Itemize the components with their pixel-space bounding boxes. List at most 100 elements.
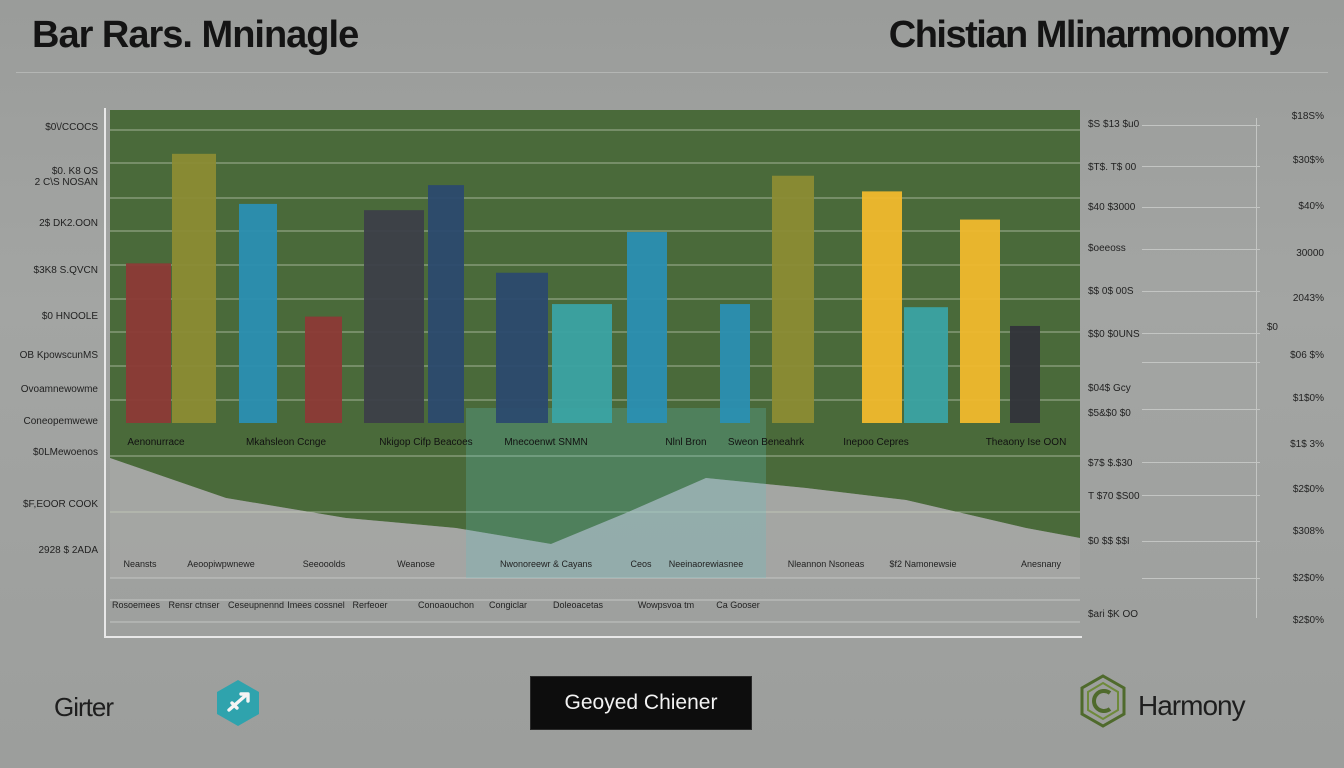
bar-olive bbox=[772, 175, 814, 423]
bar-dark_slate bbox=[364, 210, 424, 423]
left-axis-tick: OB KpowscunMS bbox=[19, 350, 98, 361]
bar-blue bbox=[239, 203, 277, 423]
right-axis-tick: $40% bbox=[1298, 201, 1324, 212]
right-axis-tick: $ari $K OO bbox=[1088, 609, 1139, 620]
footer-left-label: Girter bbox=[54, 692, 114, 722]
chart-title-right: Chistian Mlinarmonomy bbox=[888, 14, 1290, 56]
secondary-label: Neansts bbox=[123, 559, 157, 569]
bar-charcoal bbox=[1010, 325, 1040, 423]
secondary-label: Ceos bbox=[630, 559, 652, 569]
right-axis-tick: $oeeoss bbox=[1088, 243, 1126, 254]
tertiary-label: Rensr ctnser bbox=[168, 600, 219, 610]
bar-yellow bbox=[960, 219, 1000, 423]
left-axis-tick: $0LMewoenos bbox=[32, 447, 98, 458]
bar-yellow bbox=[862, 191, 902, 423]
bar-blue bbox=[627, 232, 667, 423]
right-axis-tick: $2$0% bbox=[1292, 615, 1324, 626]
right-axis-tick: $2$0% bbox=[1292, 573, 1324, 584]
right-axis-tick: $06 $% bbox=[1290, 350, 1324, 361]
right-axis-tick: $04$ Gcy bbox=[1088, 383, 1131, 394]
hexagon-tool-icon[interactable] bbox=[214, 678, 262, 728]
right-grid-line bbox=[1142, 578, 1260, 579]
left-axis-tick: 2$ DK2.OON bbox=[39, 218, 98, 229]
tertiary-label: Congiclar bbox=[489, 600, 527, 610]
bar-navy bbox=[496, 272, 548, 423]
right-grid-line bbox=[1142, 362, 1260, 363]
tertiary-label: Rosoemees bbox=[112, 600, 161, 610]
secondary-label: Neeinaorewiasnee bbox=[669, 559, 744, 569]
bar-blue bbox=[720, 304, 750, 423]
right-axis-tick: $0 bbox=[1266, 322, 1278, 333]
right-grid-line bbox=[1142, 333, 1260, 334]
left-axis-tick: $0. K8 OS bbox=[51, 166, 98, 177]
right-grid-line bbox=[1142, 291, 1260, 292]
secondary-label: Weanose bbox=[397, 559, 435, 569]
right-axis-tick: $1$ 3% bbox=[1290, 439, 1324, 450]
tertiary-label: Wowpsvoa tm bbox=[638, 600, 694, 610]
x-axis-label: Nkigop Cifp Beacoes bbox=[379, 437, 472, 448]
highlight-wash bbox=[466, 408, 766, 578]
left-axis-tick: Ovoamnewowme bbox=[20, 384, 98, 395]
bar-teal bbox=[904, 307, 948, 423]
x-axis-label: Inepoo Cepres bbox=[843, 437, 909, 448]
primary-action-button[interactable]: Geoyed Chiener bbox=[530, 676, 752, 730]
secondary-label: Aeoopiwpwnewe bbox=[187, 559, 255, 569]
right-grid-line bbox=[1142, 249, 1260, 250]
header-divider bbox=[16, 72, 1328, 73]
chart-frame: Aenonurrace Mkahsleon Ccnge Nkigop Cifp Be… bbox=[104, 108, 1082, 638]
secondary-label: Seeooolds bbox=[303, 559, 346, 569]
right-axis-tick: $2$0% bbox=[1292, 484, 1324, 495]
x-axis-label: Sweon Beneahrk bbox=[728, 437, 805, 448]
left-axis-tick: $0 HNOOLE bbox=[41, 311, 98, 322]
tertiary-label: Rerfeoer bbox=[352, 600, 387, 610]
right-axis-tick: $$0 $0UNS bbox=[1088, 329, 1140, 340]
left-axis-tick: 2 C\S NOSAN bbox=[34, 177, 98, 188]
right-axis-tick: $$ 0$ 00S bbox=[1088, 286, 1134, 297]
right-axis-tick: $S $13 $u0 bbox=[1088, 119, 1140, 130]
bar-red bbox=[305, 316, 342, 423]
secondary-label: Anesnany bbox=[1021, 559, 1062, 569]
right-axis-tick: $5&$0 $0 bbox=[1088, 408, 1131, 419]
tertiary-label: Ceseupnennd bbox=[228, 600, 284, 610]
x-axis-label: Theaony Ise OON bbox=[986, 437, 1067, 448]
right-axis-tick: $0 $$ $$I bbox=[1088, 536, 1130, 547]
right-axis-tick: $30$% bbox=[1292, 155, 1324, 166]
right-axis-tick: $1$0% bbox=[1292, 393, 1324, 404]
x-axis-label: Mkahsleon Ccnge bbox=[246, 437, 326, 448]
plot-shadow-area bbox=[110, 458, 1080, 578]
right-grid-line bbox=[1142, 207, 1260, 208]
right-axis-tick: 30000 bbox=[1296, 248, 1324, 259]
right-axis-tick: $7$ $.$30 bbox=[1088, 458, 1133, 469]
right-grid-line bbox=[1142, 462, 1260, 463]
right-grid-line bbox=[1142, 409, 1260, 410]
right-grid-line bbox=[1142, 125, 1260, 126]
bar-chart: Aenonurrace Mkahsleon Ccnge Nkigop Cifp Be… bbox=[110, 110, 1080, 623]
right-axis-tick: T $70 $S00 bbox=[1088, 491, 1140, 502]
right-axis-tick: $40 $3000 bbox=[1088, 202, 1136, 213]
left-y-axis: $0\/CCOCS $0. K8 OS 2 C\S NOSAN 2$ DK2.O… bbox=[0, 0, 110, 640]
left-axis-tick: $F,EOOR COOK bbox=[22, 499, 98, 510]
right-axis-tick: $18S% bbox=[1291, 111, 1324, 122]
secondary-label: Nleannon Nsoneas bbox=[788, 559, 865, 569]
tertiary-label: Imees cossnel bbox=[287, 600, 345, 610]
right-axis-tick: $T$. T$ 00 bbox=[1088, 162, 1137, 173]
left-axis-tick: 2928 $ 2ADA bbox=[38, 545, 99, 556]
x-axis-label: Nlnl Bron bbox=[665, 437, 706, 448]
right-axis-line bbox=[1256, 118, 1257, 618]
left-axis-tick: $0\/CCOCS bbox=[45, 122, 98, 133]
x-axis-label: Mnecoenwt SNMN bbox=[504, 437, 587, 448]
secondary-label: $f2 Namonewsie bbox=[889, 559, 956, 569]
tertiary-label: Doleoacetas bbox=[553, 600, 604, 610]
bar-red bbox=[126, 263, 171, 423]
bar-olive bbox=[172, 153, 216, 423]
right-grid-line bbox=[1142, 166, 1260, 167]
right-grid-line bbox=[1142, 541, 1260, 542]
left-axis-tick: Coneopemwewe bbox=[23, 416, 99, 427]
left-axis-tick: $3K8 S.QVCN bbox=[33, 265, 98, 276]
bar-teal bbox=[552, 304, 612, 423]
footer-brand-label: Harmony bbox=[1138, 690, 1246, 721]
secondary-label: Nwonoreewr & Cayans bbox=[500, 559, 593, 569]
tertiary-label: Conoaouchon bbox=[418, 600, 474, 610]
right-grid-line bbox=[1142, 495, 1260, 496]
harmony-logo-icon bbox=[1080, 674, 1126, 728]
